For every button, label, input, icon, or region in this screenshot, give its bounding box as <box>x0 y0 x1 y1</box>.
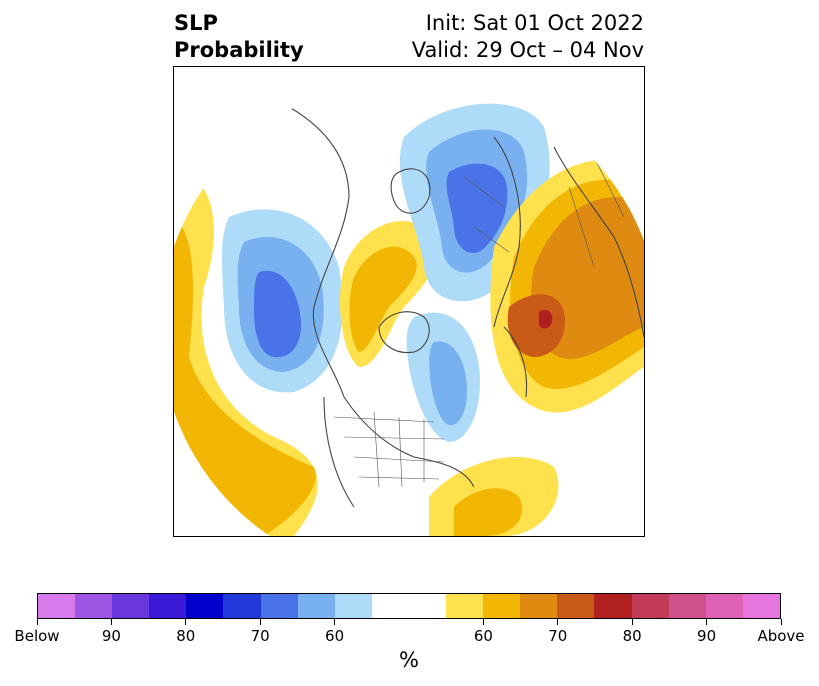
colorbar-tick-label: 80 <box>622 627 642 645</box>
colorbar-segment <box>149 594 187 618</box>
colorbar-segment <box>483 594 521 618</box>
title-right: Init: Sat 01 Oct 2022 Valid: 29 Oct – 04… <box>412 10 644 64</box>
colorbar-tick <box>557 619 559 625</box>
colorbar-tick <box>706 619 708 625</box>
colorbar-tick <box>110 619 112 625</box>
colorbar <box>37 593 781 619</box>
atlantic-above-65 <box>454 488 523 536</box>
colorbar-segment <box>75 594 113 618</box>
colorbar-tick <box>185 619 187 625</box>
colorbar-tick <box>780 619 782 625</box>
colorbar-segment <box>112 594 150 618</box>
arctic-above-65 <box>349 246 417 352</box>
colorbar-segment <box>38 594 76 618</box>
greenland-below-65 <box>429 341 468 426</box>
colorbar-tick-label: 60 <box>325 627 345 645</box>
colorbar-tick-label: 90 <box>697 627 717 645</box>
valid-range: Valid: 29 Oct – 04 Nov <box>411 38 644 62</box>
colorbar-segment <box>557 594 595 618</box>
colorbar-tick-label: 70 <box>250 627 270 645</box>
colorbar-segment <box>408 594 447 618</box>
colorbar-tick-label: 60 <box>473 627 493 645</box>
map-panel <box>173 66 645 537</box>
siberia-below-70 <box>446 163 508 253</box>
colorbar-tick <box>259 619 261 625</box>
colorbar-segment <box>223 594 261 618</box>
eurasia-above-80 <box>539 310 553 329</box>
colorbar-tick <box>482 619 484 625</box>
political-borders <box>333 156 625 488</box>
title-left: SLP Probability <box>174 10 304 64</box>
pacific-above-65 <box>174 217 316 536</box>
colorbar-tick-label: Below <box>14 627 60 645</box>
colorbar-segment <box>742 594 780 618</box>
colorbar-segment <box>631 594 669 618</box>
colorbar-tick <box>334 619 336 625</box>
colorbar-tick <box>631 619 633 625</box>
colorbar-segment <box>260 594 298 618</box>
colorbar-tick-label: Above <box>757 627 805 645</box>
eurasia-above-75 <box>507 294 565 357</box>
colorbar-segment <box>705 594 743 618</box>
polar-map <box>174 67 644 536</box>
title-product: Probability <box>174 38 304 62</box>
pacific-below-70 <box>254 270 302 358</box>
init-date: Init: Sat 01 Oct 2022 <box>425 11 644 35</box>
colorbar-tick <box>36 619 38 625</box>
colorbar-segment <box>371 594 409 618</box>
colorbar-segment <box>668 594 706 618</box>
colorbar-segment <box>334 594 372 618</box>
colorbar-segment <box>594 594 632 618</box>
colorbar-unit: % <box>399 648 419 672</box>
colorbar-tick-label: 90 <box>101 627 121 645</box>
colorbar-segment <box>297 594 335 618</box>
colorbar-tick-label: 80 <box>176 627 196 645</box>
title-variable: SLP <box>174 11 218 35</box>
coastlines <box>288 106 644 508</box>
colorbar-segment <box>186 594 224 618</box>
colorbar-segment <box>520 594 558 618</box>
colorbar-tick-label: 70 <box>548 627 568 645</box>
colorbar-segment <box>446 594 484 618</box>
